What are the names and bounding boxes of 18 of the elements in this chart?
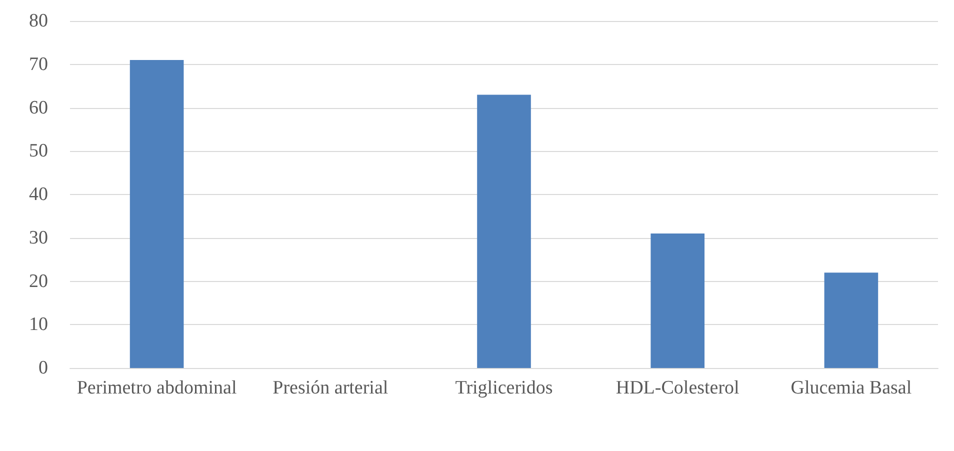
y-tick-label: 20 [29, 270, 48, 292]
x-tick-label: Trigliceridos [455, 378, 553, 398]
y-tick-label: 0 [38, 358, 48, 378]
y-tick-label: 70 [29, 54, 48, 75]
bar [650, 234, 705, 368]
y-tick-label: 60 [29, 97, 48, 118]
x-tick-label: HDL-Colesterol [616, 378, 740, 398]
bar [824, 272, 878, 368]
x-tick-label: Perimetro abdominal [76, 378, 237, 398]
x-tick-label: Presión arterial [272, 378, 388, 398]
bar [130, 60, 184, 368]
y-tick-label: 10 [29, 314, 48, 336]
y-tick-label: 80 [29, 10, 48, 32]
x-tick-label: Glucemia Basal [790, 378, 912, 398]
y-tick-label: 50 [29, 140, 48, 162]
y-tick-label: 40 [29, 184, 48, 205]
bar [477, 94, 531, 368]
y-tick-label: 30 [29, 227, 48, 248]
